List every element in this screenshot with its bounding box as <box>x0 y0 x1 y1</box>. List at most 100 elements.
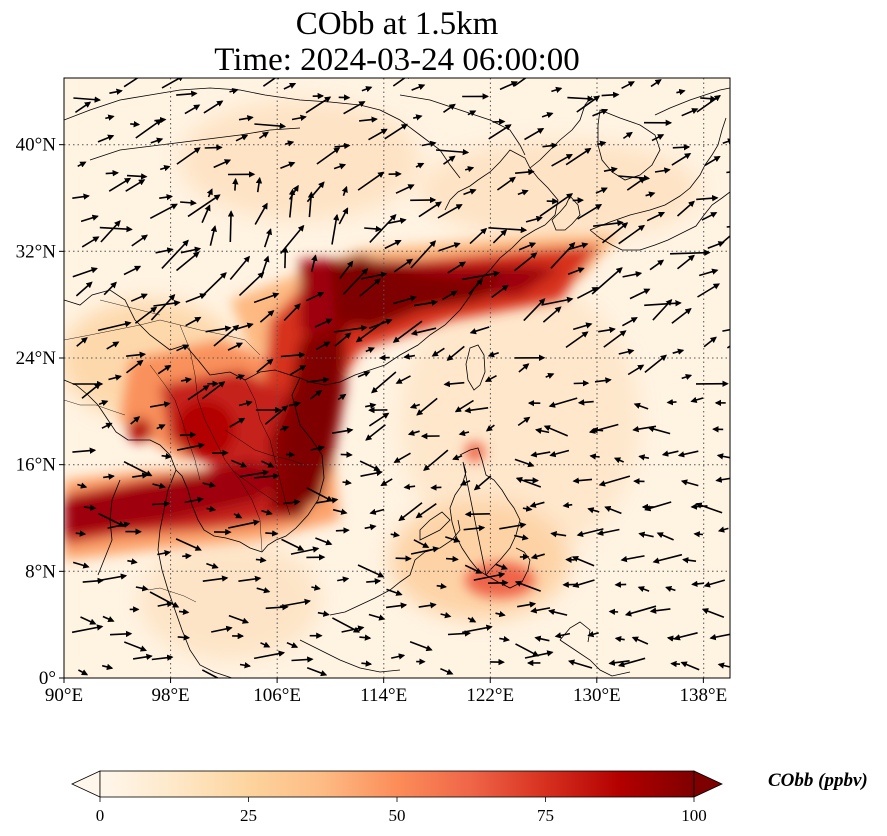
wind-arrow <box>332 508 348 515</box>
colorbar-tick-label: 0 <box>95 806 105 825</box>
wind-arrow <box>131 234 148 247</box>
wind-arrow <box>127 558 138 565</box>
wind-arrow <box>496 176 516 191</box>
wind-arrow <box>175 538 202 551</box>
wind-arrow <box>423 449 449 472</box>
wind-arrow <box>157 549 171 557</box>
wind-arrow <box>176 90 198 98</box>
wind-arrow <box>180 376 192 384</box>
wind-arrow <box>149 591 180 608</box>
wind-arrow <box>469 326 490 335</box>
wind-arrow <box>211 625 233 633</box>
wind-arrow <box>201 204 211 224</box>
wind-arrow <box>228 614 250 624</box>
wind-arrow <box>264 405 289 425</box>
wind-arrow <box>525 215 543 223</box>
wind-arrow <box>281 538 305 551</box>
wind-arrow <box>608 608 619 616</box>
wind-arrow <box>238 575 262 583</box>
wind-arrow <box>235 134 249 142</box>
wind-arrow <box>126 351 147 358</box>
wind-arrow <box>78 669 89 676</box>
lon-tick-label: 122°E <box>466 685 514 706</box>
wind-arrow <box>314 318 333 328</box>
wind-arrow <box>157 601 174 608</box>
wind-arrow <box>487 579 509 587</box>
wind-arrow <box>618 348 635 355</box>
wind-arrow <box>703 336 717 348</box>
wind-arrow <box>261 460 275 468</box>
wind-arrow <box>722 138 730 145</box>
wind-arrow <box>523 298 546 322</box>
wind-arrow <box>334 332 352 347</box>
wind-arrow <box>409 641 433 652</box>
wind-arrow <box>306 487 334 502</box>
wind-arrow <box>77 482 88 489</box>
wind-arrow <box>309 390 323 400</box>
wind-arrow <box>101 422 113 429</box>
wind-arrow <box>134 306 158 324</box>
wind-arrow <box>331 213 340 245</box>
wind-arrow <box>77 161 87 168</box>
wind-arrow <box>458 429 470 437</box>
wind-arrow <box>732 114 742 117</box>
wind-arrow <box>550 242 576 269</box>
wind-arrow <box>311 584 321 591</box>
map-frame <box>63 77 731 679</box>
wind-arrow <box>205 325 232 333</box>
wind-arrow <box>152 482 166 489</box>
wind-arrow <box>360 271 388 280</box>
wind-arrow <box>588 423 619 434</box>
wind-arrow <box>177 634 191 641</box>
wind-arrow <box>601 91 620 99</box>
wind-arrow <box>650 79 662 88</box>
wind-arrow <box>339 260 354 280</box>
wind-arrow <box>646 211 666 222</box>
wind-arrow <box>393 258 414 273</box>
wind-arrow <box>701 608 725 619</box>
wind-arrow <box>411 84 426 91</box>
wind-arrow <box>495 610 506 618</box>
wind-arrow <box>254 122 287 130</box>
wind-arrow <box>627 364 645 376</box>
wind-arrow <box>445 536 461 543</box>
wind-arrow <box>72 447 97 454</box>
wind-arrow <box>317 610 330 617</box>
wind-arrow <box>492 118 506 125</box>
wind-arrow <box>514 580 541 592</box>
wind-arrow <box>106 341 120 350</box>
wind-arrow <box>604 505 622 515</box>
wind-arrow <box>132 472 149 479</box>
wind-arrow <box>671 308 692 324</box>
wind-arrow <box>233 512 243 519</box>
colorbar-tick-label: 25 <box>240 806 257 825</box>
wind-arrow <box>454 399 474 413</box>
wind-arrow <box>185 293 207 303</box>
wind-arrow <box>542 306 562 323</box>
wind-arrow <box>633 402 649 410</box>
wind-arrow <box>258 131 269 139</box>
wind-arrow <box>203 100 224 114</box>
wind-arrow <box>380 478 393 487</box>
wind-arrow <box>421 140 437 148</box>
wind-arrow <box>359 634 372 641</box>
wind-arrow <box>463 188 477 196</box>
wind-arrow <box>638 531 654 538</box>
wind-arrow <box>291 656 314 663</box>
colorbar-extend-max <box>693 770 723 798</box>
wind-arrow <box>412 114 423 121</box>
wind-arrow <box>440 667 454 675</box>
wind-arrow <box>565 331 589 349</box>
wind-arrow <box>576 95 601 113</box>
wind-arrow <box>415 503 437 519</box>
wind-arrow <box>621 81 635 90</box>
wind-arrow <box>255 176 263 193</box>
wind-arrow <box>307 191 315 218</box>
wind-arrow <box>651 134 665 142</box>
wind-arrow <box>342 268 369 296</box>
wind-arrow <box>97 134 115 143</box>
wind-arrow <box>361 660 373 667</box>
wind-arrow <box>601 222 629 244</box>
wind-arrow <box>518 242 537 251</box>
wind-arrow <box>341 625 365 633</box>
